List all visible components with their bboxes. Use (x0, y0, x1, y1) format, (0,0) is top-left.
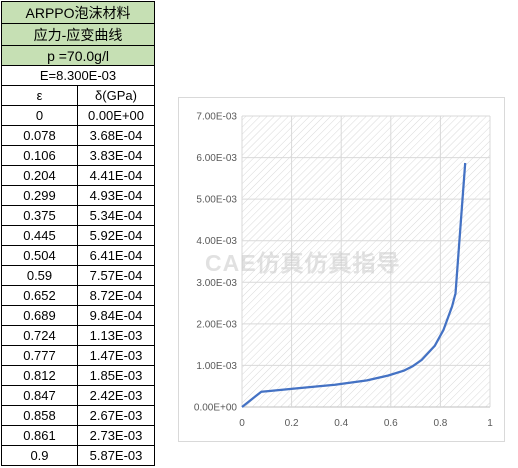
strain-cell: 0.204 (1, 165, 78, 186)
strain-cell: 0.724 (1, 325, 78, 346)
y-tick-label: 5.00E-03 (196, 195, 237, 206)
stress-cell: 2.42E-03 (76, 385, 156, 406)
y-tick-label: 6.00E-03 (196, 153, 237, 164)
table-row: 0.847 2.42E-03 (1, 385, 156, 406)
strain-cell: 0.59 (1, 265, 78, 286)
table-row: 0.504 6.41E-04 (1, 245, 156, 266)
column-header-stress: δ(GPa) (76, 85, 156, 106)
stress-cell: 4.41E-04 (76, 165, 156, 186)
density-cell: p =70.0g/l (0, 45, 156, 66)
y-tick-label: 0.00E+00 (194, 403, 238, 414)
y-tick-label: 3.00E-03 (196, 278, 237, 289)
strain-cell: 0.299 (1, 185, 78, 206)
strain-cell: 0.847 (1, 385, 78, 406)
table-row: 0.861 2.73E-03 (1, 425, 156, 446)
stress-cell: 6.41E-04 (76, 245, 156, 266)
table-row: 0.299 4.93E-04 (1, 185, 156, 206)
stress-cell: 3.83E-04 (76, 145, 156, 166)
stress-cell: 1.85E-03 (76, 365, 156, 386)
stress-cell: 9.84E-04 (76, 305, 156, 326)
table-row: 0.777 1.47E-03 (1, 345, 156, 366)
y-tick-label: 2.00E-03 (196, 319, 237, 330)
strain-cell: 0.375 (1, 205, 78, 226)
table-row: 0.9 5.87E-03 (1, 445, 156, 466)
table-row: 0.445 5.92E-04 (1, 225, 156, 246)
stress-strain-chart: 0.00E+00 1.00E-03 2.00E-03 3.00E-03 4.00E-03… (178, 97, 505, 442)
table-row: 0.204 4.41E-04 (1, 165, 156, 186)
strain-cell: 0.689 (1, 305, 78, 326)
strain-cell: 0 (1, 105, 78, 126)
table-row: 0.689 9.84E-04 (1, 305, 156, 326)
strain-cell: 0.106 (1, 145, 78, 166)
strain-cell: 0.861 (1, 425, 78, 446)
strain-cell: 0.777 (1, 345, 78, 366)
table-row: 0 0.00E+00 (1, 105, 156, 126)
x-tick-label: 0.6 (384, 418, 398, 429)
stress-cell: 5.87E-03 (76, 445, 156, 466)
stress-cell: 1.47E-03 (76, 345, 156, 366)
stress-cell: 7.57E-04 (76, 265, 156, 286)
stress-cell: 0.00E+00 (76, 105, 156, 126)
table-row: 0.652 8.72E-04 (1, 285, 156, 306)
x-tick-label: 0.2 (285, 418, 299, 429)
strain-cell: 0.9 (1, 445, 78, 466)
stress-cell: 2.67E-03 (76, 405, 156, 426)
strain-cell: 0.652 (1, 285, 78, 306)
table-title-line1: ARPPO泡沫材料 (0, 1, 156, 24)
y-tick-label: 1.00E-03 (196, 361, 237, 372)
column-header-strain: ε (1, 85, 78, 106)
table-row: 0.106 3.83E-04 (1, 145, 156, 166)
chart-svg: 0.00E+00 1.00E-03 2.00E-03 3.00E-03 4.00E-03… (194, 112, 493, 430)
table-row: 0.858 2.67E-03 (1, 405, 156, 426)
x-tick-label: 0.8 (433, 418, 447, 429)
table-row: 0.724 1.13E-03 (1, 325, 156, 346)
x-tick-label: 1 (487, 418, 493, 429)
table-row: 0.59 7.57E-04 (1, 265, 156, 286)
modulus-cell: E=8.300E-03 (0, 65, 156, 86)
y-tick-label: 7.00E-03 (196, 112, 237, 123)
table-title-line2: 应力-应变曲线 (0, 23, 156, 46)
strain-cell: 0.078 (1, 125, 78, 146)
stress-cell: 4.93E-04 (76, 185, 156, 206)
y-tick-label: 4.00E-03 (196, 236, 237, 247)
strain-cell: 0.812 (1, 365, 78, 386)
table-row: 0.812 1.85E-03 (1, 365, 156, 386)
stress-cell: 5.34E-04 (76, 205, 156, 226)
x-tick-label: 0.4 (334, 418, 348, 429)
stress-cell: 1.13E-03 (76, 325, 156, 346)
series-line (241, 162, 467, 408)
table-row: 0.078 3.68E-04 (1, 125, 156, 146)
stress-strain-table: ARPPO泡沫材料 应力-应变曲线 p =70.0g/l E=8.300E-03… (0, 1, 156, 466)
strain-cell: 0.445 (1, 225, 78, 246)
stress-cell: 8.72E-04 (76, 285, 156, 306)
table-row: 0.375 5.34E-04 (1, 205, 156, 226)
watermark-text: CAE仿真仿真指导 (205, 250, 401, 276)
stress-cell: 5.92E-04 (76, 225, 156, 246)
stress-cell: 2.73E-03 (76, 425, 156, 446)
x-tick-label: 0 (239, 418, 245, 429)
plot-area (242, 116, 490, 407)
strain-cell: 0.858 (1, 405, 78, 426)
stress-cell: 3.68E-04 (76, 125, 156, 146)
strain-cell: 0.504 (1, 245, 78, 266)
